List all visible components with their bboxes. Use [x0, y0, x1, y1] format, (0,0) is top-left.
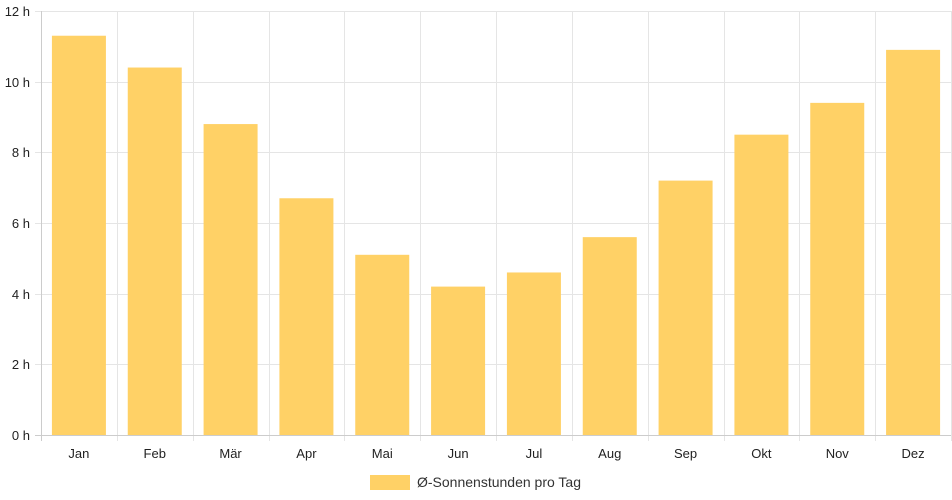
bar-mai[interactable] — [355, 254, 410, 435]
bar-nov[interactable] — [810, 102, 865, 435]
y-tick-label: 2 h — [12, 357, 30, 372]
axes — [35, 11, 951, 441]
bar-jan[interactable] — [51, 35, 106, 435]
x-tick-label: Sep — [674, 446, 697, 461]
x-tick-label: Dez — [902, 446, 925, 461]
legend[interactable]: Ø-Sonnenstunden pro Tag — [370, 474, 581, 490]
x-tick-label: Aug — [598, 446, 621, 461]
x-tick-label: Okt — [751, 446, 772, 461]
x-tick-label: Jun — [448, 446, 469, 461]
bar-sep[interactable] — [658, 180, 713, 435]
x-tick-label: Mai — [372, 446, 393, 461]
bar-okt[interactable] — [734, 134, 789, 435]
legend-label: Ø-Sonnenstunden pro Tag — [417, 474, 581, 490]
bar-jun[interactable] — [431, 286, 486, 435]
x-tick-label: Apr — [296, 446, 317, 461]
y-tick-label: 8 h — [12, 145, 30, 160]
x-tick-label: Nov — [826, 446, 850, 461]
bar-apr[interactable] — [279, 198, 334, 435]
bars — [51, 35, 941, 436]
x-tick-label: Mär — [219, 446, 242, 461]
y-tick-labels: 0 h 2 h 4 h 6 h 8 h 10 h 12 h — [5, 4, 30, 443]
grid-lines — [35, 11, 952, 441]
x-tick-label: Feb — [144, 446, 166, 461]
x-tick-label: Jul — [526, 446, 543, 461]
bar-dez[interactable] — [886, 49, 941, 435]
y-tick-label: 0 h — [12, 428, 30, 443]
bar-feb[interactable] — [127, 67, 182, 436]
y-tick-label: 10 h — [5, 75, 30, 90]
bar-jul[interactable] — [506, 272, 561, 435]
bar-aug[interactable] — [582, 237, 637, 435]
y-tick-label: 4 h — [12, 287, 30, 302]
legend-swatch — [370, 475, 410, 490]
bar-mär[interactable] — [203, 124, 258, 436]
y-tick-label: 6 h — [12, 216, 30, 231]
x-tick-label: Jan — [68, 446, 89, 461]
x-tick-labels: Jan Feb Mär Apr Mai Jun Jul Aug Sep Okt Nov Dez — [68, 446, 924, 461]
y-tick-label: 12 h — [5, 4, 30, 19]
